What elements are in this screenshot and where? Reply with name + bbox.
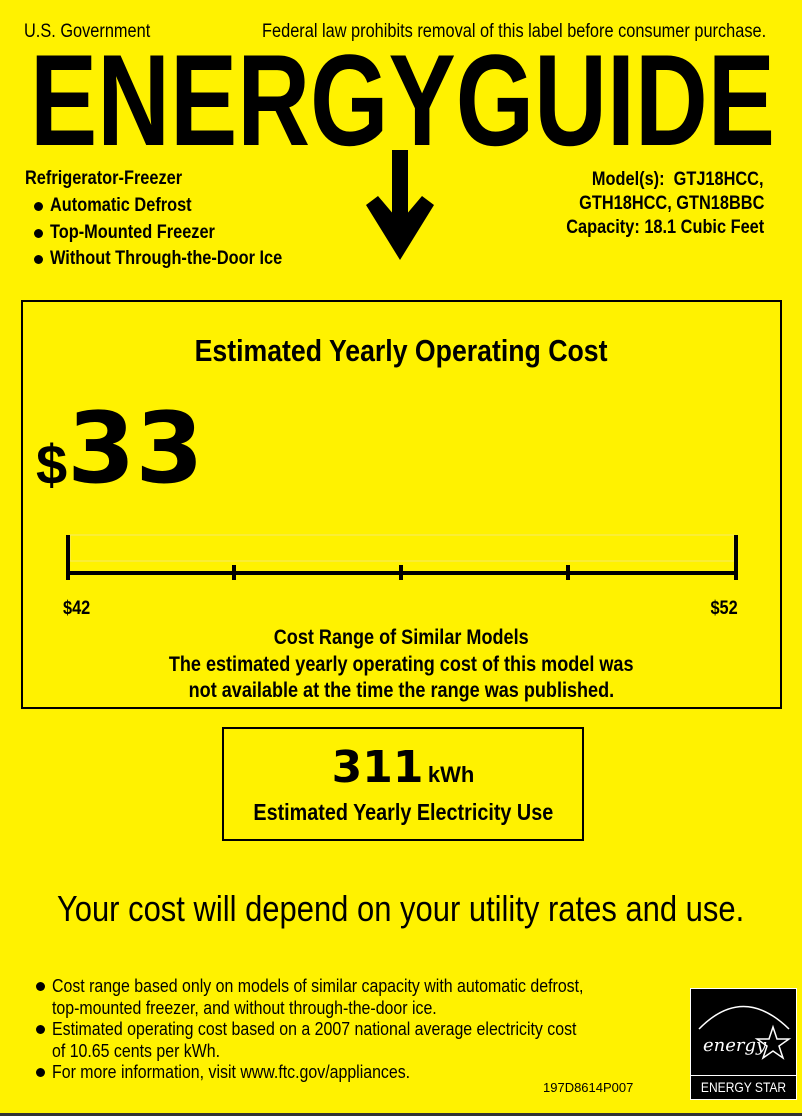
cost-value: $33 [36,392,204,506]
energy-star-logo: energy ENERGY STAR [690,988,797,1100]
range-min: $42 [63,598,91,619]
models-line-2: GTH18HCC, GTN18BBC [578,193,764,214]
electricity-label: Estimated Yearly Electricity Use [253,799,553,825]
label-code: 197D8614P007 [543,1080,634,1095]
footnote-item: Estimated operating cost based on a 2007… [34,1018,670,1040]
feature-item: Automatic Defrost [32,193,320,220]
range-note-1: The estimated yearly operating cost of t… [168,652,634,676]
us-government-text: U.S. Government [24,21,151,42]
svg-text:energy: energy [703,1035,767,1056]
down-arrow-icon [366,150,434,260]
cost-range-scale [66,534,738,580]
electricity-use-box [222,727,584,841]
range-note-2: not available at the time the range was … [188,679,614,702]
energy-star-icon: energy [698,1005,792,1060]
feature-item: Top-Mounted Freezer [32,220,320,247]
kwh-value: 311 kWh [331,742,475,793]
range-description: Cost Range of Similar Models The estimat… [0,625,802,705]
utility-disclaimer: Your cost will depend on your utility ra… [57,888,745,929]
kwh-unit: kWh [427,762,475,787]
operating-cost-box [21,300,782,709]
federal-law-notice: Federal law prohibits removal of this la… [261,21,766,42]
models-line-1: Model(s): GTJ18HCC, [592,169,764,190]
energy-star-label: ENERGY STAR [691,1075,796,1095]
range-title: Cost Range of Similar Models [273,626,529,649]
range-max: $52 [710,598,738,619]
footnotes: Cost range based only on models of simil… [34,975,670,1083]
capacity: Capacity: 18.1 Cubic Feet [566,217,764,238]
cost-heading: Estimated Yearly Operating Cost [194,333,608,368]
footnote-item: For more information, visit www.ftc.gov/… [34,1061,670,1083]
feature-item: Without Through-the-Door Ice [32,246,320,273]
model-info: Model(s): GTJ18HCC, GTH18HCC, GTN18BBC C… [534,168,764,240]
currency-symbol: $ [36,433,68,496]
feature-list: Automatic Defrost Top-Mounted Freezer Wi… [32,193,320,273]
energyguide-logo: ENERGYGUIDE [30,27,775,260]
footnote-item: Cost range based only on models of simil… [34,975,670,997]
energyguide-logo-text: ENERGYGUIDE [30,27,775,173]
bottom-border [0,1113,802,1116]
appliance-type: Refrigerator-Freezer [25,168,183,189]
